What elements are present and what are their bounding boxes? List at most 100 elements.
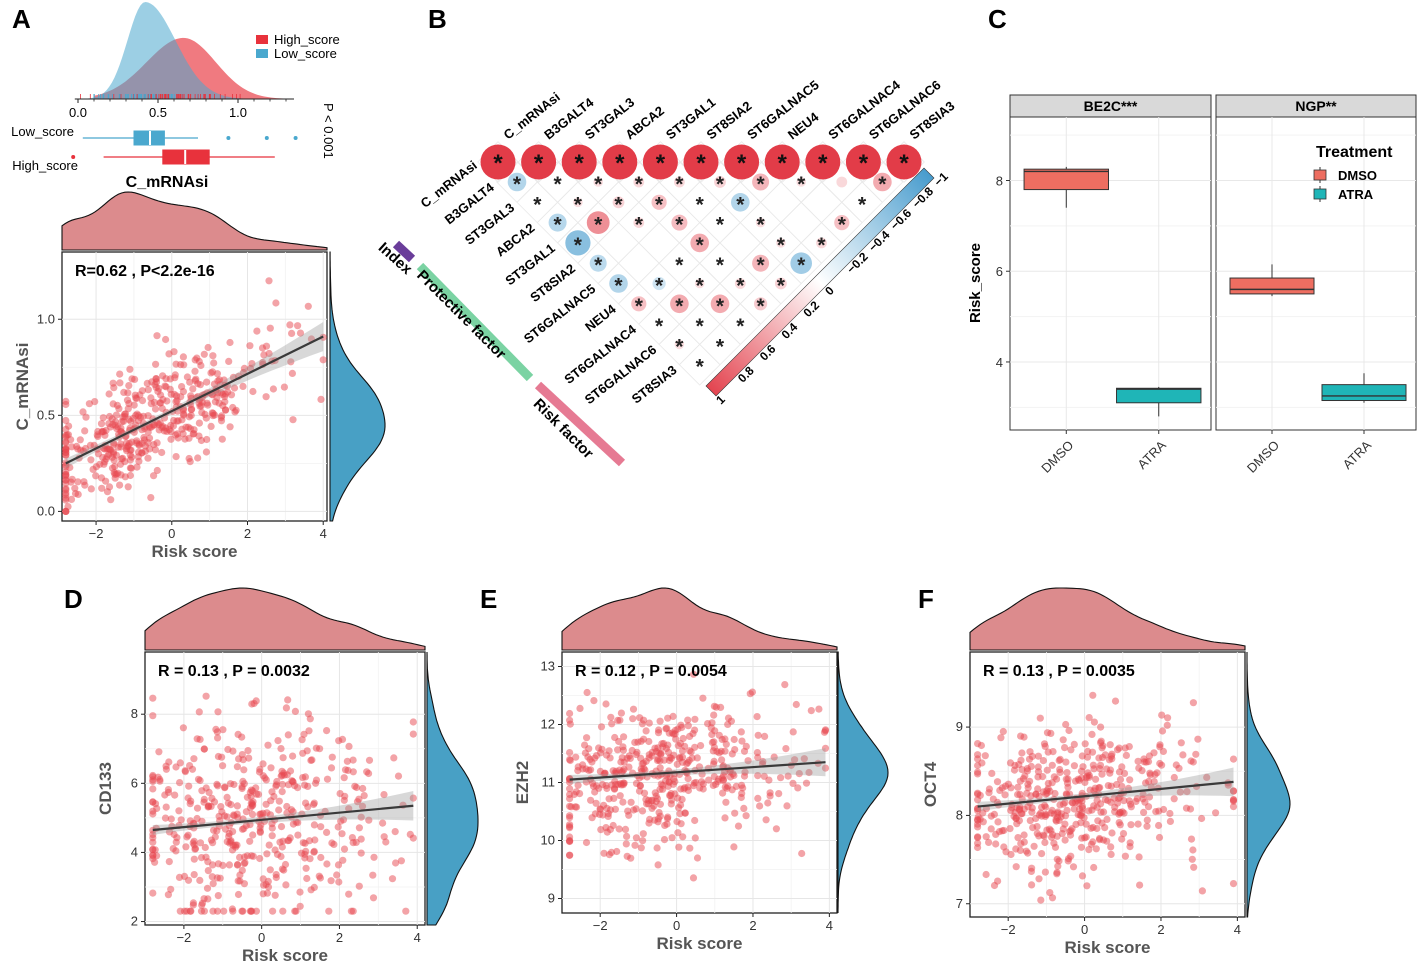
data-point [1064,857,1072,865]
data-point [146,445,154,453]
data-point [229,828,237,836]
correlation-annotation: R=0.62 , P<2.2e-16 [75,263,215,280]
data-point [693,754,701,762]
data-point [214,752,222,761]
data-point [196,776,204,785]
data-point [193,804,202,812]
data-point [1017,756,1025,764]
data-point [974,823,982,831]
x-axis-title: Risk score [657,934,743,953]
data-point [136,413,144,421]
data-point [1028,881,1036,889]
data-point [615,737,623,746]
data-point [1176,788,1184,796]
data-point [299,839,307,847]
data-point [1107,850,1115,859]
data-point [1084,769,1092,777]
y-tick-label: 4 [996,355,1003,370]
significance-star: * [675,214,684,237]
data-point [777,774,785,782]
data-point [1101,796,1109,804]
data-point [1081,778,1089,787]
data-point [1107,752,1115,760]
data-point [588,758,596,766]
data-point [305,727,313,735]
data-point [262,342,271,350]
data-point [253,327,261,335]
data-point [1085,846,1093,854]
data-point [187,907,195,915]
data-point [143,379,151,387]
data-point [175,807,183,815]
data-point [1115,744,1123,752]
data-point [789,728,797,736]
data-point [130,401,138,409]
data-point [1017,732,1025,740]
data-point [179,353,187,361]
data-point [156,399,164,407]
data-point [302,799,310,807]
column-label: NEU4 [785,109,822,143]
data-point [335,878,343,886]
data-point [218,435,226,443]
data-point [239,756,247,764]
data-point [234,890,243,899]
data-point [152,360,160,368]
data-point [651,744,659,752]
x-tick-label: −2 [593,918,608,933]
x-tick-label: 4 [320,526,327,541]
data-point [234,730,242,739]
data-point [1152,808,1160,816]
data-point [179,724,187,732]
data-point [989,795,997,803]
significance-star: * [675,173,684,196]
data-point [1203,773,1211,782]
data-point [339,856,347,864]
x-axis-title: Risk score [152,542,238,561]
data-point [282,704,290,712]
data-point [268,788,276,796]
data-point [144,386,152,394]
data-point [1166,809,1174,818]
data-point [1041,838,1049,847]
data-point [691,715,699,723]
data-point [974,768,982,776]
data-point [172,453,180,461]
data-point [67,495,76,503]
data-point [645,719,653,727]
marginal-density-y [1246,652,1291,918]
density-legend: High_score Low_score [256,32,340,61]
data-point [1108,829,1116,837]
data-point [91,398,99,406]
significance-star: * [777,234,786,257]
data-point [742,812,750,820]
data-point [815,705,823,713]
data-point [1156,759,1164,768]
data-point [1212,809,1220,817]
box-body [1229,277,1315,295]
data-point [1058,830,1066,838]
data-point [1177,739,1185,747]
significance-star: * [899,150,909,177]
density-low [78,2,286,99]
data-point [693,854,702,862]
data-point [689,874,698,882]
data-point [662,725,670,733]
legend-high-label: High_score [274,32,340,47]
data-point [1055,756,1063,765]
data-point [981,752,989,760]
box-outlier [71,155,76,159]
data-point [150,472,158,480]
data-point [987,825,995,833]
data-point [631,841,639,849]
data-point [343,757,351,765]
data-point [1103,815,1111,824]
data-point [1039,757,1047,765]
significance-star: * [675,254,684,277]
data-point [165,858,173,866]
data-point [1098,770,1106,778]
data-point [171,374,179,382]
data-point [188,405,196,413]
group-bar-protective [416,262,534,382]
data-point [268,832,276,840]
